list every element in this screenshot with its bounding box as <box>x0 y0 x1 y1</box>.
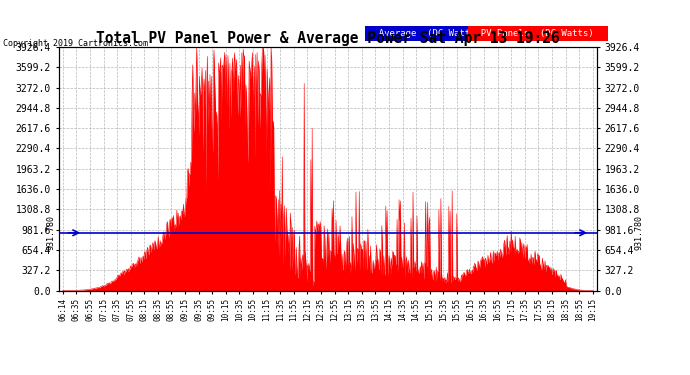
Text: 931.780: 931.780 <box>635 215 644 250</box>
Text: Copyright 2019 Cartronics.com: Copyright 2019 Cartronics.com <box>3 39 148 48</box>
Text: 931.780: 931.780 <box>47 215 56 250</box>
Text: Average  (DC Watts): Average (DC Watts) <box>368 29 492 38</box>
Title: Total PV Panel Power & Average Power Sat Apr 13 19:26: Total PV Panel Power & Average Power Sat… <box>96 31 560 46</box>
Text: PV Panels  (DC Watts): PV Panels (DC Watts) <box>471 29 604 38</box>
